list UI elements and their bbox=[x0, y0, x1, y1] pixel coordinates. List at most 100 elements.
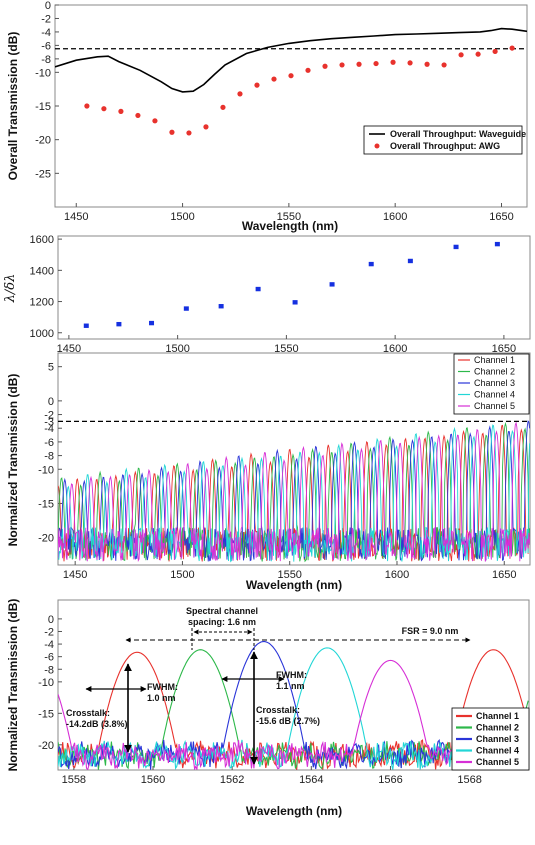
awg-data-point bbox=[237, 91, 243, 97]
x-tick-label: 1450 bbox=[57, 343, 81, 355]
awg-data-point bbox=[322, 63, 328, 69]
y-tick-label: 1600 bbox=[30, 234, 54, 246]
spacing-label-line1: Spectral channel bbox=[186, 606, 258, 616]
legend-label: Channel 1 bbox=[474, 355, 515, 365]
channel-4-spectrum bbox=[58, 647, 529, 770]
resolving-power-point bbox=[116, 321, 122, 327]
y-tick-label: -4 bbox=[44, 639, 54, 651]
resolving-power-points bbox=[83, 241, 500, 328]
y-ticks: 5 0 -2-3-4 -6 -8-10 -15 -20 bbox=[38, 362, 62, 545]
x-tick-label: 1568 bbox=[457, 774, 481, 786]
fwhm-label-ch3-line1: FWHM: bbox=[276, 670, 307, 680]
legend-awg-label: Overall Throughput: AWG bbox=[390, 141, 500, 151]
awg-data-point bbox=[441, 62, 447, 68]
x-tick-label: 1566 bbox=[378, 774, 402, 786]
awg-data-point bbox=[220, 104, 226, 110]
panel-normalized-transmission-zoom: 0-2-4-6-8-10-15-20 1558 1560 1562 1564 1566 1… bbox=[6, 599, 530, 818]
y-tick-label: -4 bbox=[44, 423, 54, 435]
legend-awg-swatch bbox=[374, 143, 380, 149]
x-tick-label: 1500 bbox=[170, 569, 194, 581]
awg-throughput-points bbox=[84, 45, 515, 136]
annotations: FSR = 9.0 nm Spectral channel spacing: 1… bbox=[66, 606, 471, 765]
x-tick-label: 1650 bbox=[489, 211, 513, 223]
x-tick-label: 1550 bbox=[277, 211, 301, 223]
resolving-power-point bbox=[149, 320, 155, 326]
awg-data-point bbox=[492, 48, 498, 55]
fwhm-label-ch1-line2: 1.0 nm bbox=[147, 693, 176, 703]
resolving-power-point bbox=[255, 286, 261, 292]
y-tick-label: -6 bbox=[44, 437, 54, 449]
x-tick-label: 1600 bbox=[383, 343, 407, 355]
y-tick-label: -6 bbox=[44, 652, 54, 664]
x-tick-label: 1500 bbox=[170, 211, 194, 223]
x-tick-label: 1650 bbox=[492, 569, 516, 581]
y-axis-label: Normalized Transmission (dB) bbox=[6, 599, 20, 772]
legend-label: Channel 4 bbox=[476, 746, 519, 756]
fwhm-label-ch1-line1: FWHM: bbox=[147, 682, 178, 692]
x-tick-label: 1450 bbox=[64, 211, 88, 223]
y-tick-label: -4 bbox=[41, 27, 51, 39]
y-tick-label: -2 bbox=[44, 410, 54, 422]
x-ticks: 1450 1500 1550 1600 1650 bbox=[57, 335, 516, 355]
y-tick-label: -25 bbox=[35, 168, 51, 180]
channel-spectra bbox=[58, 641, 529, 770]
awg-data-point bbox=[84, 103, 90, 109]
channel-spectra bbox=[58, 420, 530, 563]
legend-waveguide-label: Overall Throughput: Waveguide bbox=[390, 129, 526, 139]
plot-frame bbox=[57, 599, 530, 771]
crosstalk-label-ch1-line1: Crosstalk: bbox=[66, 708, 110, 718]
awg-data-point bbox=[271, 76, 277, 82]
y-tick-label: -20 bbox=[38, 740, 54, 752]
y-tick-label: -20 bbox=[38, 533, 54, 545]
y-tick-label: -8 bbox=[44, 664, 54, 676]
resolving-power-point bbox=[407, 258, 413, 264]
resolving-power-point bbox=[83, 323, 89, 328]
awg-data-point bbox=[509, 45, 515, 51]
x-tick-label: 1558 bbox=[62, 774, 86, 786]
x-tick-label: 1600 bbox=[385, 569, 409, 581]
x-axis-label: Wavelength (nm) bbox=[246, 578, 342, 592]
awg-data-point bbox=[339, 62, 345, 68]
resolving-power-point bbox=[453, 244, 459, 250]
resolving-power-point bbox=[329, 282, 335, 287]
awg-data-point bbox=[305, 67, 311, 73]
channel-5-spectrum bbox=[58, 659, 529, 770]
y-tick-label: 1200 bbox=[30, 297, 54, 309]
y-tick-label: -6 bbox=[41, 40, 51, 52]
awg-data-point bbox=[356, 61, 362, 67]
legend-box bbox=[363, 125, 523, 155]
fsr-label: FSR = 9.0 nm bbox=[402, 626, 459, 636]
y-tick-label: 0 bbox=[45, 0, 51, 12]
legend-label: Channel 3 bbox=[474, 378, 515, 388]
awg-data-point bbox=[390, 59, 396, 65]
awg-data-point bbox=[118, 108, 124, 114]
plot-frame bbox=[54, 4, 528, 208]
x-ticks: 1450 1500 1550 1600 1650 bbox=[64, 203, 514, 223]
fwhm-label-ch3-line2: 1.1 nm bbox=[276, 681, 305, 691]
y-tick-label: -3 bbox=[44, 416, 54, 428]
x-tick-label: 1550 bbox=[274, 343, 298, 355]
y-tick-label: -10 bbox=[38, 464, 54, 476]
legend-label: Channel 2 bbox=[474, 367, 515, 377]
awg-data-point bbox=[186, 130, 192, 136]
y-tick-label: -2 bbox=[41, 13, 51, 25]
legend-label: Channel 5 bbox=[474, 401, 515, 411]
x-tick-label: 1560 bbox=[141, 774, 165, 786]
crosstalk-label-ch3-line2: -15.6 dB (2.7%) bbox=[256, 716, 320, 726]
spacing-label-line2: spacing: 1.6 nm bbox=[188, 617, 256, 627]
resolving-power-point bbox=[183, 306, 189, 311]
awg-data-point bbox=[152, 118, 158, 124]
legend-box bbox=[453, 353, 530, 415]
awg-data-point bbox=[373, 60, 379, 67]
channel-3-spectrum bbox=[58, 420, 530, 562]
x-ticks: 1558 1560 1562 1564 1566 1568 bbox=[62, 766, 482, 786]
panel-normalized-transmission-full: 5 0 -2-3-4 -6 -8-10 -15 -20 1450 1500 1550 1600 16… bbox=[6, 352, 531, 592]
plot-frame bbox=[57, 235, 531, 340]
y-tick-label: -2 bbox=[44, 626, 54, 638]
y-tick-label: -15 bbox=[35, 101, 51, 113]
panel-overall-transmission: 0-2 -4-6 -8-10 -15 -20 -25 1450 1500 1550 1600 16… bbox=[6, 0, 528, 233]
y-tick-label: 5 bbox=[48, 362, 54, 374]
